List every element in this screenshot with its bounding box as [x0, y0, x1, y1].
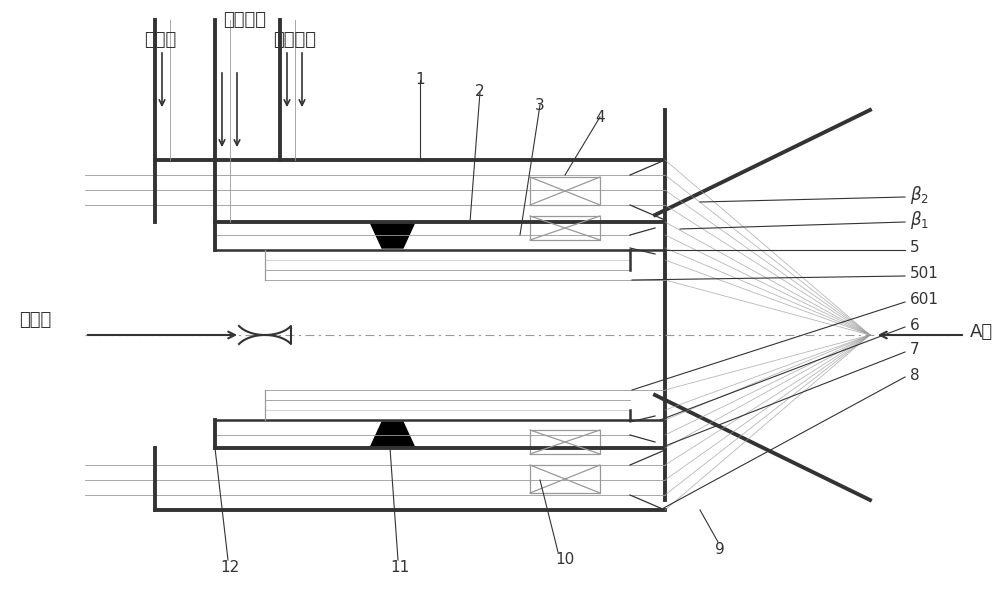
Text: 11: 11: [390, 561, 410, 575]
Text: 7: 7: [910, 342, 920, 357]
Text: 5: 5: [910, 240, 920, 256]
Text: 9: 9: [715, 542, 725, 558]
Text: 中心风: 中心风: [19, 311, 51, 329]
Polygon shape: [370, 422, 415, 448]
Text: 12: 12: [220, 561, 240, 575]
Text: 内二次风: 内二次风: [224, 11, 266, 29]
Text: 501: 501: [910, 267, 939, 281]
Polygon shape: [370, 222, 415, 248]
Text: 8: 8: [910, 367, 920, 382]
Text: 1: 1: [415, 73, 425, 87]
Text: 2: 2: [475, 85, 485, 99]
Text: A向: A向: [970, 323, 993, 341]
Text: 一次风: 一次风: [144, 31, 176, 49]
Text: 3: 3: [535, 98, 545, 112]
Text: 4: 4: [595, 110, 605, 124]
Text: 外二次风: 外二次风: [274, 31, 316, 49]
Text: 10: 10: [555, 553, 575, 567]
Text: $\beta_1$: $\beta_1$: [910, 209, 929, 231]
Text: 6: 6: [910, 317, 920, 332]
Text: $\beta_2$: $\beta_2$: [910, 184, 929, 206]
Text: 601: 601: [910, 293, 939, 307]
